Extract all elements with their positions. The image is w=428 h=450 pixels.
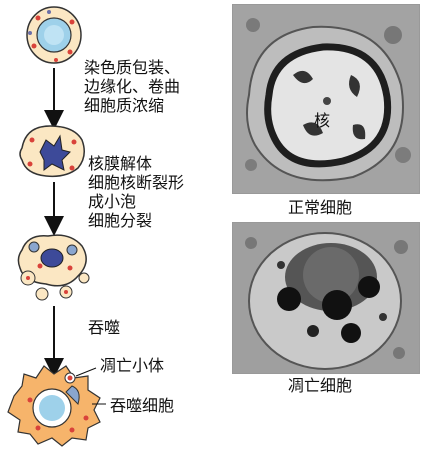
- stage1-text: 染色质包装、 边缘化、卷曲 细胞质浓缩: [84, 58, 180, 115]
- phagocyte-illustration: [7, 365, 101, 447]
- stage3-line1: 吞噬: [88, 318, 121, 337]
- stage2-line1: 核膜解体: [88, 154, 153, 173]
- condensed-cell-illustration: [19, 125, 85, 178]
- stage1-line3: 细胞质浓缩: [84, 96, 165, 115]
- nucleus-label: 核: [314, 111, 331, 130]
- stage3-text: 吞噬: [88, 318, 120, 337]
- apoptotic-body-leader: [75, 367, 97, 377]
- apoptotic-cell-micrograph: [232, 222, 420, 374]
- fragmenting-cell-illustration: [17, 234, 90, 301]
- normal-cell-illustration: [26, 6, 82, 64]
- normal-cell-micrograph: 核: [232, 4, 420, 194]
- stage2-line2: 细胞核断裂形: [88, 173, 185, 192]
- normal-cell-caption: 正常细胞: [288, 198, 353, 217]
- apoptotic-cell-caption: 凋亡细胞: [288, 376, 353, 395]
- stage1-line2: 边缘化、卷曲: [84, 77, 181, 96]
- stage2-line4: 细胞分裂: [88, 211, 153, 230]
- stage2-text: 核膜解体 细胞核断裂形 成小泡 细胞分裂: [88, 154, 184, 230]
- phagocyte-label: 吞噬细胞: [110, 396, 175, 415]
- stage2-line3: 成小泡: [88, 192, 137, 211]
- stage1-line1: 染色质包装、: [84, 58, 181, 77]
- apoptotic-body-label: 凋亡小体: [100, 356, 165, 375]
